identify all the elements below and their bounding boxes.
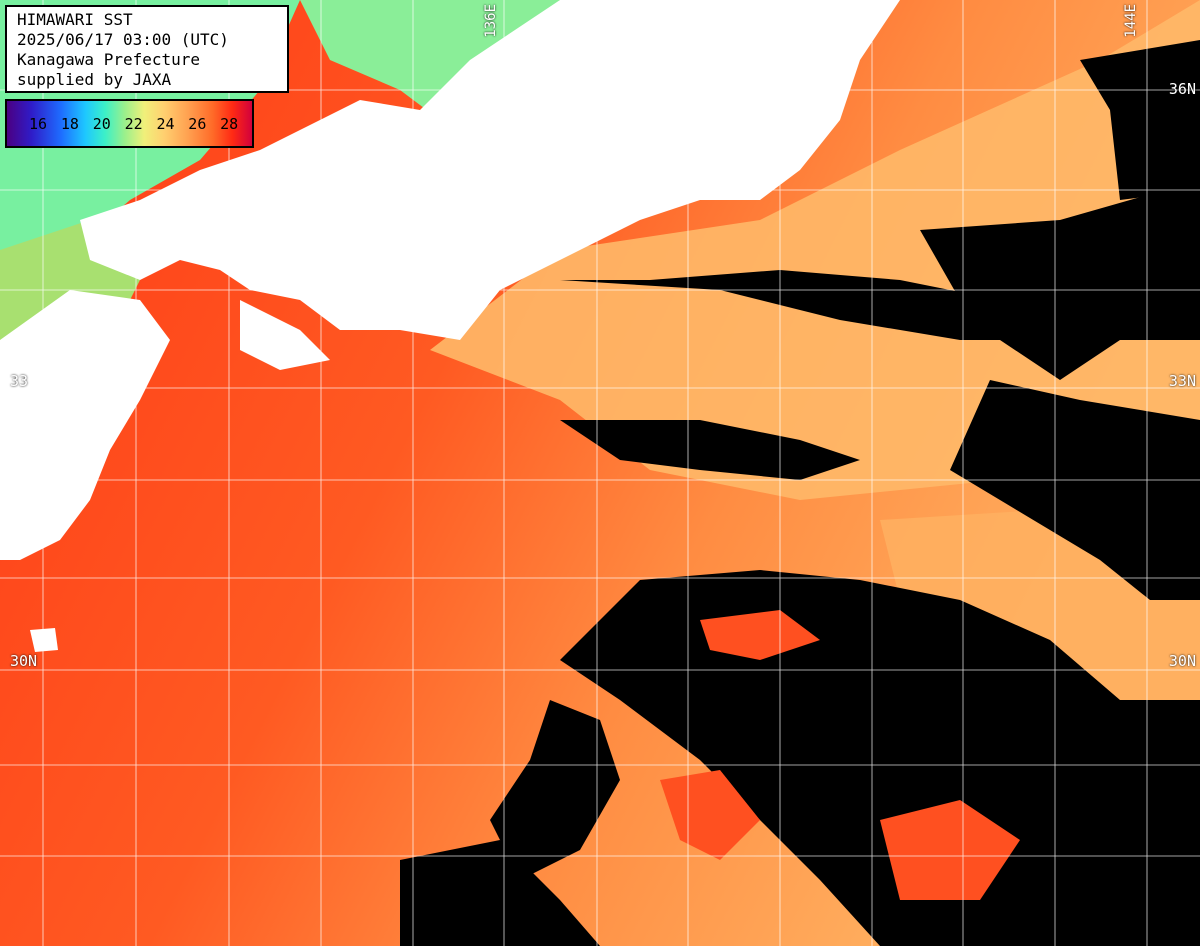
map-credit: supplied by JAXA <box>17 70 172 89</box>
map-title: HIMAWARI SST <box>17 10 133 29</box>
cold-water-north <box>300 0 560 120</box>
color-scale-legend: 16 18 20 22 24 26 28 <box>5 99 254 148</box>
colorbar-tick: 22 <box>124 114 143 133</box>
colorbar-tick: 16 <box>29 114 48 133</box>
cloud-cover <box>400 40 1200 946</box>
lat-label-33-left: 33 <box>10 372 29 390</box>
land-island-south <box>30 628 58 652</box>
colorbar-tick: 28 <box>220 114 239 133</box>
lon-label-144e: 144E <box>1123 4 1139 38</box>
colorbar-tick: 24 <box>156 114 175 133</box>
land-shikoku <box>240 300 330 370</box>
lat-label-33n-right: 33N <box>1168 372 1196 390</box>
lat-label-36n: 36N <box>1168 80 1196 98</box>
warm-patches <box>660 610 1020 900</box>
land-honshu <box>80 0 900 340</box>
cool-water-ne <box>430 0 1200 500</box>
map-datetime: 2025/06/17 03:00 (UTC) <box>17 30 229 49</box>
info-box: HIMAWARI SST 2025/06/17 03:00 (UTC) Kana… <box>5 5 289 93</box>
lon-label-136e: 136E <box>483 4 499 38</box>
map-region: Kanagawa Prefecture <box>17 50 201 69</box>
lat-label-30n-right: 30N <box>1168 652 1196 670</box>
colorbar-tick: 26 <box>188 114 207 133</box>
colorbar-tick: 20 <box>92 114 111 133</box>
colorbar-tick: 18 <box>60 114 79 133</box>
land-kyushu <box>0 290 170 560</box>
lat-label-30n-left: 30N <box>10 652 38 670</box>
